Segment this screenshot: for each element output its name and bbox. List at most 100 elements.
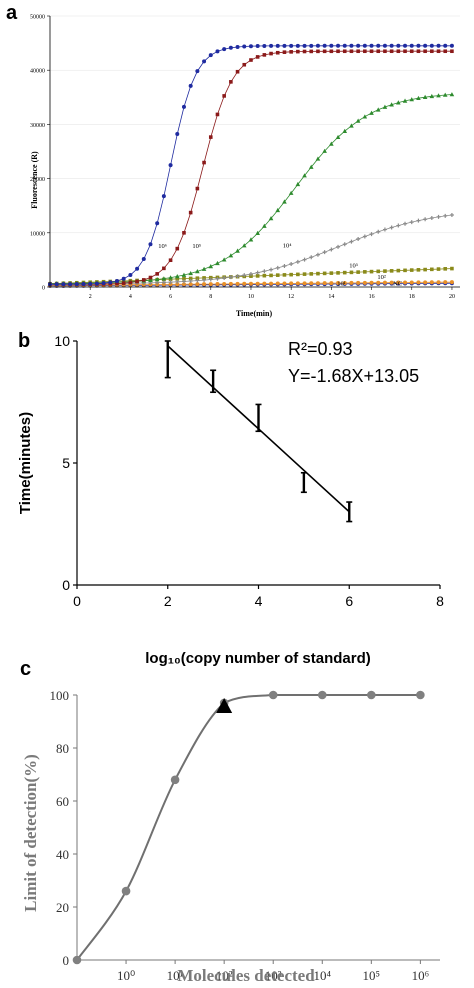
chart-a-data-point: [443, 213, 448, 218]
chart-a-data-point: [208, 135, 213, 139]
chart-a-data-point: [222, 47, 227, 52]
chart-a-data-point: [228, 253, 234, 258]
chart-a-data-point: [215, 282, 220, 287]
chart-b-x-tick-label: 2: [164, 593, 172, 609]
chart-a-data-point: [248, 237, 254, 242]
chart-a-data-point: [389, 49, 394, 54]
chart-a-data-point: [382, 104, 388, 109]
chart-a-data-point: [396, 43, 401, 48]
chart-a-data-point: [296, 49, 300, 54]
chart-a-data-point: [181, 272, 187, 277]
chart-a-data-point: [255, 55, 260, 59]
chart-a-data-point: [416, 95, 421, 101]
chart-a-data-point: [436, 214, 441, 219]
chart-a-y-tick-label: 50000: [30, 15, 45, 21]
chart-a-y-tick-label: 20000: [30, 177, 45, 183]
chart-a-data-point: [235, 281, 240, 286]
chart-b-error-bar: [164, 340, 171, 379]
chart-a-data-point: [275, 50, 280, 55]
chart-a-data-point: [403, 43, 408, 48]
chart-a-data-point: [201, 266, 207, 271]
chart-a-series-label: 10³: [349, 262, 358, 269]
chart-a-data-point: [228, 45, 233, 50]
chart-a-data-point: [242, 44, 247, 49]
chart-a-data-point: [349, 123, 354, 128]
chart-a-data-point: [363, 270, 367, 274]
chart-a-data-point: [241, 243, 247, 248]
chart-a-data-point: [135, 279, 139, 284]
chart-a-data-point: [175, 246, 180, 251]
chart-a-x-tick-label: 6: [169, 294, 172, 300]
chart-c-y-tick-label: 60: [56, 794, 69, 809]
chart-a-data-point: [322, 49, 327, 54]
chart-a-data-point: [409, 268, 414, 272]
chart-a-data-point: [449, 92, 455, 97]
chart-a-data-point: [430, 267, 434, 272]
chart-a-data-point: [208, 264, 214, 269]
chart-a-data-point: [148, 242, 153, 247]
chart-a-data-point: [282, 43, 287, 48]
chart-a-data-point: [255, 274, 260, 278]
chart-a-data-point: [289, 272, 293, 277]
chart-a-data-point: [195, 269, 200, 274]
chart-a-series-label: NC: [393, 280, 402, 287]
chart-a-data-point: [382, 280, 387, 285]
chart-a-data-point: [396, 100, 401, 105]
chart-a-data-point: [409, 280, 414, 285]
chart-c-x-tick-label: 10⁴: [313, 968, 331, 983]
chart-a-data-point: [342, 280, 347, 285]
chart-a-data-point: [342, 43, 347, 48]
chart-a-data-point: [315, 281, 320, 286]
chart-a-data-point: [382, 43, 387, 48]
chart-a-data-point: [188, 276, 193, 281]
chart-a-data-point: [74, 282, 79, 287]
chart-a-data-point: [349, 43, 354, 48]
chart-a-data-point: [302, 257, 307, 262]
chart-a-data-point: [282, 264, 287, 269]
chart-a-data-point: [436, 280, 441, 285]
chart-a-data-point: [262, 273, 267, 278]
chart-a-x-tick-label: 18: [409, 294, 415, 300]
chart-a-data-point: [195, 278, 200, 283]
chart-a-data-point: [181, 279, 186, 284]
chart-a-data-point: [235, 274, 240, 279]
chart-a-data-point: [222, 94, 226, 98]
chart-a-data-point: [121, 276, 126, 281]
chart-a-data-point: [248, 44, 253, 49]
chart-a-data-point: [369, 43, 374, 48]
chart-b-error-bar: [255, 403, 262, 433]
chart-a-data-point: [329, 43, 334, 48]
chart-a-data-point: [148, 277, 153, 282]
chart-a-data-point: [416, 218, 421, 223]
chart-c-data-point: [170, 775, 180, 785]
chart-a-data-point: [289, 50, 293, 54]
chart-a-data-point: [275, 43, 280, 48]
chart-a-data-point: [429, 93, 435, 99]
chart-a-data-point: [221, 257, 227, 262]
chart-a-data-point: [228, 275, 233, 280]
chart-a-data-point: [322, 250, 327, 255]
chart-c-data-point: [121, 886, 131, 896]
chart-a-data-point: [336, 49, 340, 54]
chart-a-data-point: [443, 43, 448, 48]
chart-a-data-point: [329, 247, 334, 252]
chart-a-data-point: [175, 132, 180, 137]
chart-c-ylabel: Limit of detection(%): [21, 754, 40, 912]
chart-a-data-point: [315, 43, 320, 48]
chart-a-data-point: [329, 271, 334, 275]
chart-a-x-tick-label: 16: [369, 294, 375, 300]
chart-b-x-tick-label: 6: [345, 593, 353, 609]
chart-a-data-point: [309, 281, 314, 286]
chart-a-data-point: [309, 272, 314, 276]
chart-a-series-0: [48, 43, 454, 287]
chart-a-data-point: [202, 276, 206, 280]
chart-a-data-point: [430, 49, 434, 54]
chart-b-ylabel: Time(minutes): [17, 412, 34, 514]
chart-a-data-point: [282, 50, 287, 54]
chart-c-y-tick-label: 80: [56, 741, 69, 756]
chart-a-x-tick-label: 2: [89, 294, 92, 300]
chart-a-data-point: [255, 270, 260, 275]
chart-a-data-point: [295, 281, 300, 286]
chart-a-data-point: [369, 269, 374, 274]
